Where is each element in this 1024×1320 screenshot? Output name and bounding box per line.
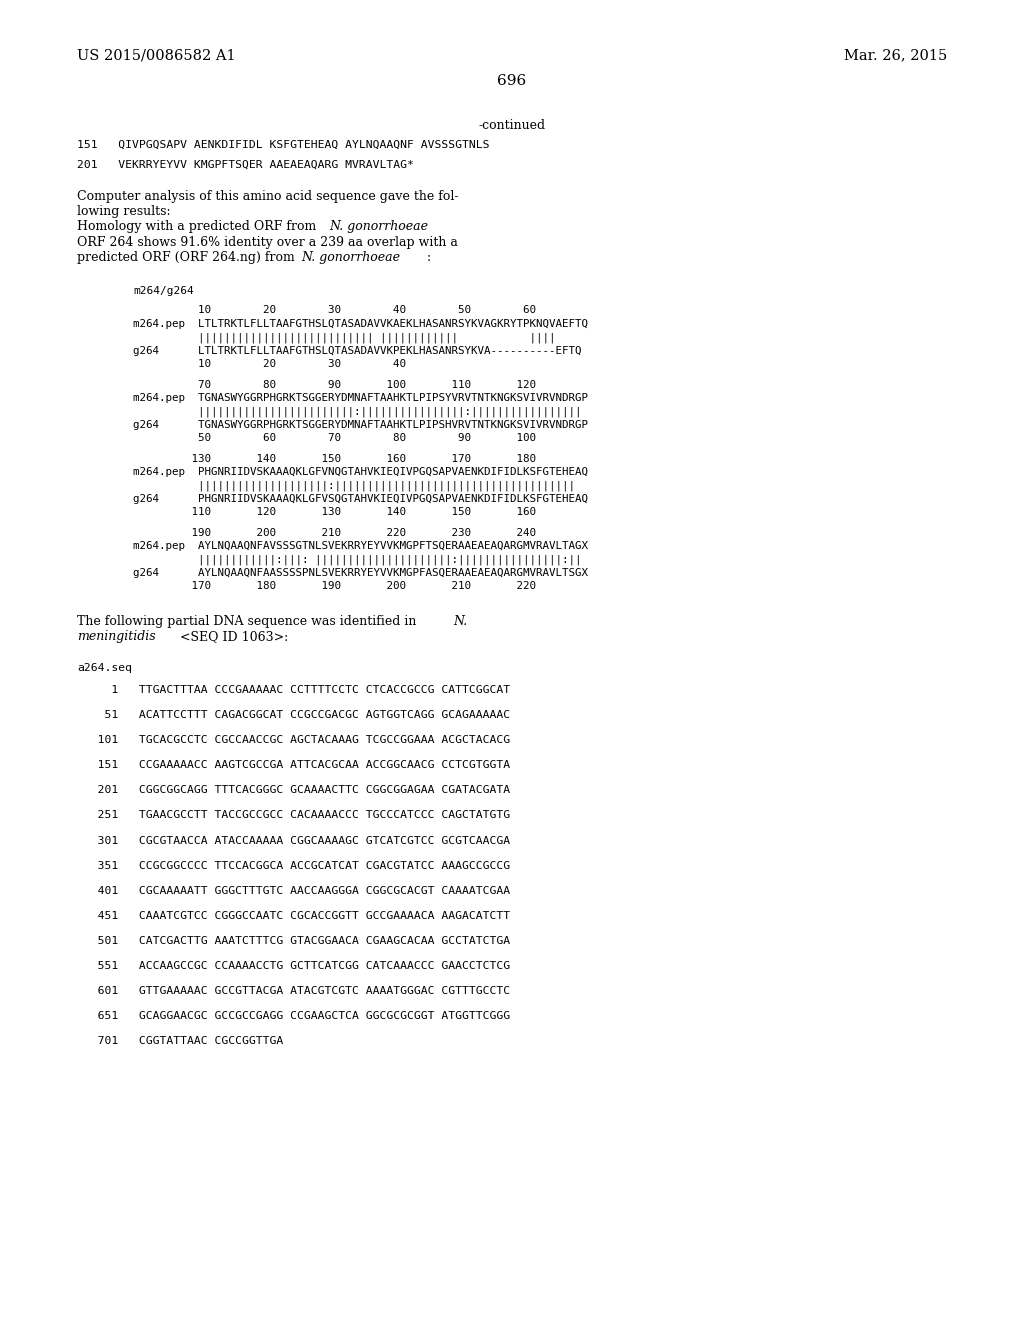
- Text: 10        20        30        40: 10 20 30 40: [133, 359, 407, 370]
- Text: The following partial DNA sequence was identified in: The following partial DNA sequence was i…: [77, 615, 420, 628]
- Text: 651   GCAGGAACGC GCCGCCGAGG CCGAAGCTCA GGCGCGCGGT ATGGTTCGGG: 651 GCAGGAACGC GCCGCCGAGG CCGAAGCTCA GGC…: [77, 1011, 510, 1022]
- Text: meningitidis: meningitidis: [77, 631, 156, 643]
- Text: 190       200       210       220       230       240: 190 200 210 220 230 240: [133, 528, 537, 539]
- Text: 201   CGGCGGCAGG TTTCACGGGC GCAAAACTTC CGGCGGAGAA CGATACGATA: 201 CGGCGGCAGG TTTCACGGGC GCAAAACTTC CGG…: [77, 785, 510, 796]
- Text: US 2015/0086582 A1: US 2015/0086582 A1: [77, 49, 236, 62]
- Text: 50        60        70        80        90       100: 50 60 70 80 90 100: [133, 433, 537, 444]
- Text: 501   CATCGACTTG AAATCTTTCG GTACGGAACA CGAAGCACAA GCCTATCTGA: 501 CATCGACTTG AAATCTTTCG GTACGGAACA CGA…: [77, 936, 510, 946]
- Text: 451   CAAATCGTCC CGGGCCAATC CGCACCGGTT GCCGAAAACA AAGACATCTT: 451 CAAATCGTCC CGGGCCAATC CGCACCGGTT GCC…: [77, 911, 510, 921]
- Text: m264.pep  TGNASWYGGRPHGRKTSGGERYDMNAFTAAHKTLPIPSYVRVTNTKNGKSVIVRVNDRGP: m264.pep TGNASWYGGRPHGRKTSGGERYDMNAFTAAH…: [133, 393, 588, 404]
- Text: 110       120       130       140       150       160: 110 120 130 140 150 160: [133, 507, 537, 517]
- Text: 401   CGCAAAAATT GGGCTTTGTC AACCAAGGGA CGGCGCACGT CAAAATCGAA: 401 CGCAAAAATT GGGCTTTGTC AACCAAGGGA CGG…: [77, 886, 510, 896]
- Text: 101   TGCACGCCTC CGCCAACCGC AGCTACAAAG TCGCCGGAAA ACGCTACACG: 101 TGCACGCCTC CGCCAACCGC AGCTACAAAG TCG…: [77, 735, 510, 746]
- Text: 351   CCGCGGCCCC TTCCACGGCA ACCGCATCAT CGACGTATCC AAAGCCGCCG: 351 CCGCGGCCCC TTCCACGGCA ACCGCATCAT CGA…: [77, 861, 510, 871]
- Text: m264.pep  LTLTRKTLFLLTAAFGTHSLQTASADAVVKAEKLHASANRSYKVAGKRYTPKNQVAEFTQ: m264.pep LTLTRKTLFLLTAAFGTHSLQTASADAVVKA…: [133, 319, 588, 330]
- Text: -continued: -continued: [478, 119, 546, 132]
- Text: m264.pep  PHGNRIIDVSKAAAQKLGFVNQGTAHVKIEQIVPGQSAPVAENKDIFIDLKSFGTEHEAQ: m264.pep PHGNRIIDVSKAAAQKLGFVNQGTAHVKIEQ…: [133, 467, 588, 478]
- Text: lowing results:: lowing results:: [77, 205, 170, 218]
- Text: Mar. 26, 2015: Mar. 26, 2015: [844, 49, 947, 62]
- Text: ||||||||||||||||||||||||||| ||||||||||||           ||||: ||||||||||||||||||||||||||| ||||||||||||…: [133, 333, 556, 343]
- Text: 10        20        30        40        50        60: 10 20 30 40 50 60: [133, 305, 537, 315]
- Text: m264.pep  AYLNQAAQNFAVSSSGTNLSVEKRRYEYVVKMGPFTSQERAAEAEAQARGMVRAVLTAGX: m264.pep AYLNQAAQNFAVSSSGTNLSVEKRRYEYVVK…: [133, 541, 588, 552]
- Text: g264      PHGNRIIDVSKAAAQKLGFVSQGTAHVKIEQIVPGQSAPVAENKDIFIDLKSFGTEHEAQ: g264 PHGNRIIDVSKAAAQKLGFVSQGTAHVKIEQIVPG…: [133, 494, 588, 504]
- Text: N. gonorrhoeae: N. gonorrhoeae: [301, 251, 400, 264]
- Text: 696: 696: [498, 74, 526, 87]
- Text: ||||||||||||||||||||||||:||||||||||||||||:|||||||||||||||||: ||||||||||||||||||||||||:|||||||||||||||…: [133, 407, 582, 417]
- Text: :: :: [426, 251, 431, 264]
- Text: 551   ACCAAGCCGC CCAAAACCTG GCTTCATCGG CATCAAACCC GAACCTCTCG: 551 ACCAAGCCGC CCAAAACCTG GCTTCATCGG CAT…: [77, 961, 510, 972]
- Text: m264/g264: m264/g264: [133, 286, 194, 297]
- Text: 51   ACATTCCTTT CAGACGGCAT CCGCCGACGC AGTGGTCAGG GCAGAAAAAC: 51 ACATTCCTTT CAGACGGCAT CCGCCGACGC AGTG…: [77, 710, 510, 721]
- Text: ORF 264 shows 91.6% identity over a 239 aa overlap with a: ORF 264 shows 91.6% identity over a 239 …: [77, 235, 458, 248]
- Text: N. gonorrhoeae: N. gonorrhoeae: [330, 220, 428, 234]
- Text: 701   CGGTATTAAC CGCCGGTTGA: 701 CGGTATTAAC CGCCGGTTGA: [77, 1036, 283, 1047]
- Text: 201   VEKRRYEYVV KMGPFTSQER AAEAEAQARG MVRAVLTAG*: 201 VEKRRYEYVV KMGPFTSQER AAEAEAQARG MVR…: [77, 160, 414, 170]
- Text: 151   QIVPGQSAPV AENKDIFIDL KSFGTEHEAQ AYLNQAAQNF AVSSSGTNLS: 151 QIVPGQSAPV AENKDIFIDL KSFGTEHEAQ AYL…: [77, 140, 489, 150]
- Text: N.: N.: [454, 615, 468, 628]
- Text: g264      AYLNQAAQNFAASSSSPNLSVEKRRYEYVVKMGPFASQERAAEAEAQARGMVRAVLTSGX: g264 AYLNQAAQNFAASSSSPNLSVEKRRYEYVVKMGPF…: [133, 568, 588, 578]
- Text: 301   CGCGTAACCA ATACCAAAAA CGGCAAAAGC GTCATCGTCC GCGTCAACGA: 301 CGCGTAACCA ATACCAAAAA CGGCAAAAGC GTC…: [77, 836, 510, 846]
- Text: ||||||||||||:|||: |||||||||||||||||||||:||||||||||||||||:||: ||||||||||||:|||: |||||||||||||||||||||:…: [133, 554, 582, 565]
- Text: <SEQ ID 1063>:: <SEQ ID 1063>:: [176, 631, 289, 643]
- Text: Homology with a predicted ORF from: Homology with a predicted ORF from: [77, 220, 321, 234]
- Text: predicted ORF (ORF 264.ng) from: predicted ORF (ORF 264.ng) from: [77, 251, 299, 264]
- Text: a264.seq: a264.seq: [77, 663, 132, 673]
- Text: g264      TGNASWYGGRPHGRKTSGGERYDMNAFTAAHKTLPIPSHVRVTNTKNGKSVIVRVNDRGP: g264 TGNASWYGGRPHGRKTSGGERYDMNAFTAAHKTLP…: [133, 420, 588, 430]
- Text: g264      LTLTRKTLFLLTAAFGTHSLQTASADAVVKPEKLHASANRSYKVA----------EFTQ: g264 LTLTRKTLFLLTAAFGTHSLQTASADAVVKPEKLH…: [133, 346, 582, 356]
- Text: 151   CCGAAAAACC AAGTCGCCGA ATTCACGCAA ACCGGCAACG CCTCGTGGTA: 151 CCGAAAAACC AAGTCGCCGA ATTCACGCAA ACC…: [77, 760, 510, 771]
- Text: 130       140       150       160       170       180: 130 140 150 160 170 180: [133, 454, 537, 465]
- Text: 601   GTTGAAAAAC GCCGTTACGA ATACGTCGTC AAAATGGGAC CGTTTGCCTC: 601 GTTGAAAAAC GCCGTTACGA ATACGTCGTC AAA…: [77, 986, 510, 997]
- Text: 251   TGAACGCCTT TACCGCCGCC CACAAAACCC TGCCCATCCC CAGCTATGTG: 251 TGAACGCCTT TACCGCCGCC CACAAAACCC TGC…: [77, 810, 510, 821]
- Text: 70        80        90       100       110       120: 70 80 90 100 110 120: [133, 380, 537, 391]
- Text: 170       180       190       200       210       220: 170 180 190 200 210 220: [133, 581, 537, 591]
- Text: ||||||||||||||||||||:|||||||||||||||||||||||||||||||||||||: ||||||||||||||||||||:|||||||||||||||||||…: [133, 480, 575, 491]
- Text: Computer analysis of this amino acid sequence gave the fol-: Computer analysis of this amino acid seq…: [77, 190, 459, 203]
- Text: 1   TTGACTTTAA CCCGAAAAAC CCTTTTCCTC CTCACCGCCG CATTCGGCAT: 1 TTGACTTTAA CCCGAAAAAC CCTTTTCCTC CTCAC…: [77, 685, 510, 696]
